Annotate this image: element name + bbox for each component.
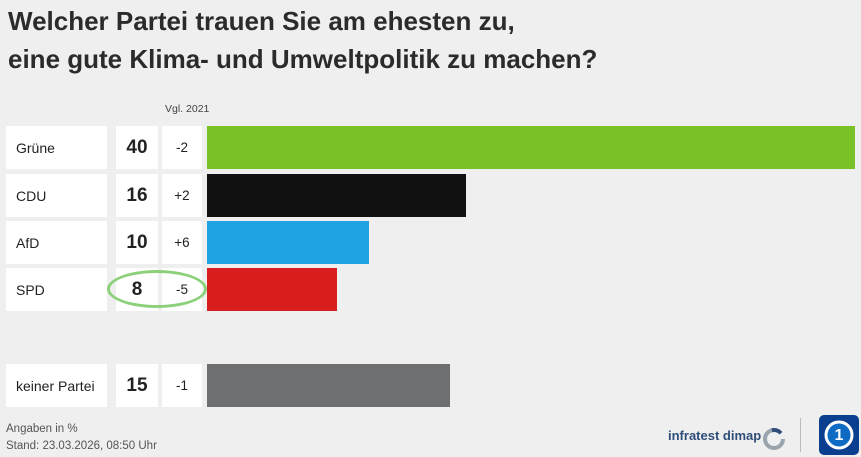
category-label: keiner Partei	[6, 364, 107, 407]
change-label: +6	[162, 221, 202, 264]
bar-row: AfD 10 +6	[0, 221, 861, 264]
chart-title: Welcher Partei trauen Sie am ehesten zu,…	[8, 2, 853, 78]
change-label: -2	[162, 126, 202, 169]
change-label: -1	[162, 364, 202, 407]
change-label: +2	[162, 174, 202, 217]
bar	[207, 174, 466, 217]
highlight-circle	[107, 270, 207, 308]
ard-logo-icon: 1	[819, 415, 859, 455]
value-label: 15	[116, 364, 158, 407]
footer-unit-note: Angaben in %	[6, 423, 78, 435]
infratest-logo-icon	[763, 428, 785, 450]
bar	[207, 221, 369, 264]
value-label: 10	[116, 221, 158, 264]
bar-row: keiner Partei 15 -1	[0, 364, 861, 407]
brand-name: infratest dimap	[668, 428, 762, 443]
svg-text:1: 1	[835, 427, 844, 444]
category-label: Grüne	[6, 126, 107, 169]
category-label: CDU	[6, 174, 107, 217]
category-label: AfD	[6, 221, 107, 264]
title-line-1: Welcher Partei trauen Sie am ehesten zu,	[8, 6, 515, 36]
bar	[207, 268, 337, 311]
title-line-2: eine gute Klima- und Umweltpolitik zu ma…	[8, 44, 598, 74]
bar	[207, 126, 855, 169]
footer-divider	[800, 418, 801, 452]
value-label: 16	[116, 174, 158, 217]
footer-timestamp: Stand: 23.03.2026, 08:50 Uhr	[6, 440, 157, 452]
footer: Angaben in % Stand: 23.03.2026, 08:50 Uh…	[6, 421, 157, 455]
value-label: 40	[116, 126, 158, 169]
bar-row: CDU 16 +2	[0, 174, 861, 217]
compare-column-header: Vgl. 2021	[165, 103, 210, 115]
bar	[207, 364, 450, 407]
bar-row: Grüne 40 -2	[0, 126, 861, 169]
category-label: SPD	[6, 268, 107, 311]
